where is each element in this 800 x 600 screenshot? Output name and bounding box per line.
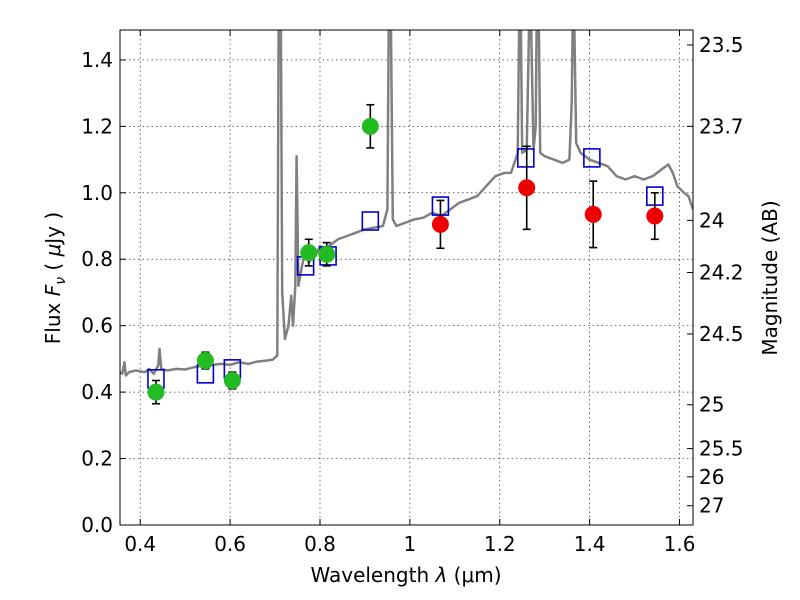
y2-tick-label: 23.7: [699, 114, 744, 138]
y-tick-label: 0.0: [81, 513, 113, 537]
optical-detection-point: [147, 383, 165, 401]
x-tick-label: 0.8: [304, 532, 336, 556]
x-tick-label: 1.6: [664, 532, 696, 556]
y2-tick-label: 26: [699, 465, 724, 489]
y2-tick-label: 23.5: [699, 33, 744, 57]
y-tick-label: 1.2: [81, 114, 113, 138]
x-tick-label: 1.2: [484, 532, 516, 556]
nir-detection-point: [518, 179, 536, 197]
plot-area: [120, 30, 693, 405]
axis-ticks: 0.4 0.6 0.8 1 1.2 1.4 1.6 0.0 0.2 0.4 0.6 0.8 1.0 1.2…: [81, 30, 744, 556]
y-tick-label: 0.2: [81, 447, 113, 471]
y2-tick-label: 24.2: [699, 261, 744, 285]
y2-tick-label: 24.5: [699, 322, 744, 346]
optical-detection-point: [318, 245, 336, 263]
sed-model-line: [120, 30, 693, 377]
grid-lines: [120, 30, 693, 525]
optical-detection-point: [300, 244, 318, 262]
y-axis-label: Flux Fν ( μJy ): [41, 212, 69, 344]
nir-detection-point: [584, 205, 602, 223]
optical-detection-point: [196, 352, 214, 370]
model-photometry-square: [583, 148, 601, 168]
y-tick-label: 1.4: [81, 48, 113, 72]
y-tick-label: 0.6: [81, 314, 113, 338]
y2-tick-label: 25: [699, 393, 724, 417]
x-axis-label: Wavelength λ (μm): [310, 563, 501, 587]
x-tick-label: 0.4: [124, 532, 156, 556]
model-photometry-square: [517, 148, 535, 168]
y2-tick-label: 27: [699, 494, 724, 518]
nir-detection-point: [431, 215, 449, 233]
y2-tick-label: 24: [699, 208, 724, 232]
y-tick-label: 0.4: [81, 380, 113, 404]
x-tick-label: 1.4: [574, 532, 606, 556]
y2-tick-label: 25.5: [699, 437, 744, 461]
model-photometry-square: [361, 211, 380, 231]
x-tick-label: 0.6: [214, 532, 246, 556]
y-tick-label: 0.8: [81, 247, 113, 271]
optical-detection-point: [361, 117, 379, 135]
y2-axis-label: Magnitude (AB): [758, 200, 782, 355]
y-tick-label: 1.0: [81, 181, 113, 205]
x-tick-label: 1: [404, 532, 417, 556]
nir-detection-point: [646, 207, 664, 225]
series-group: [120, 30, 693, 405]
optical-detection-point: [223, 371, 241, 389]
plot-frame: [119, 29, 694, 526]
